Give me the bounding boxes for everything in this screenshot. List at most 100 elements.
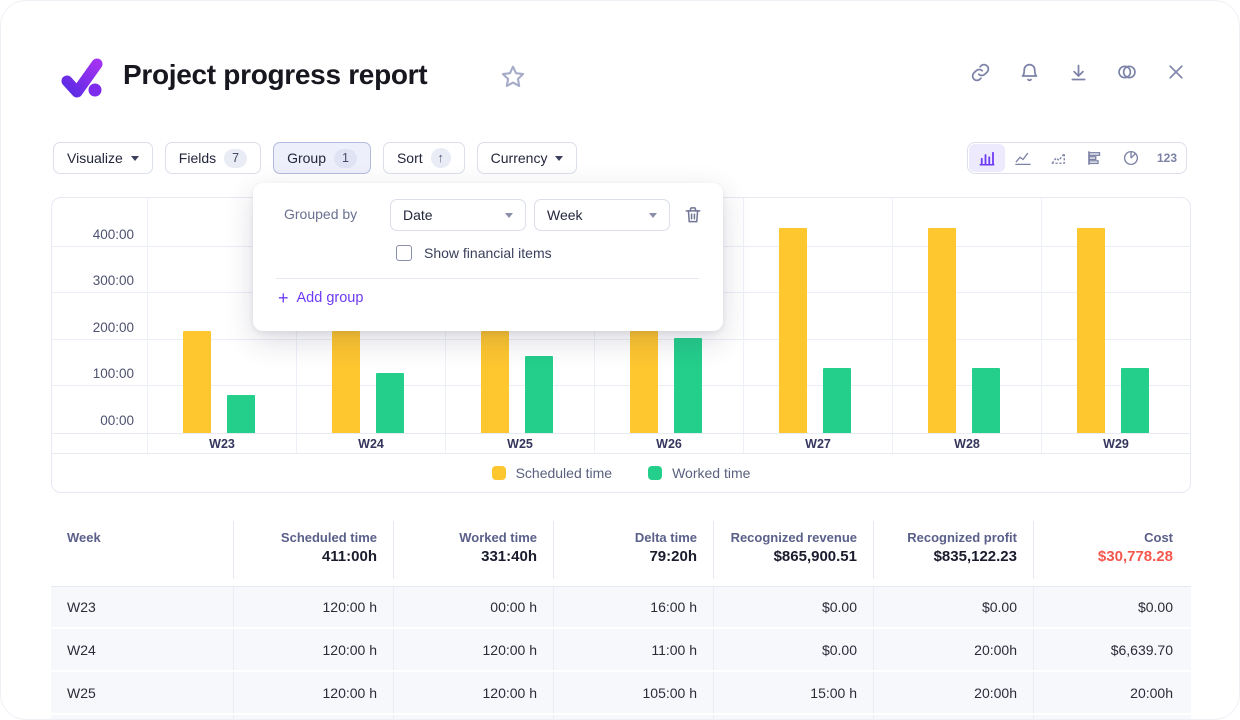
bar-chart-view-icon[interactable] — [969, 144, 1005, 172]
table-cell: W23 — [67, 599, 96, 615]
column-total: 331:40h — [481, 548, 537, 565]
column-header-week[interactable]: Week — [51, 521, 233, 579]
close-icon[interactable] — [1165, 61, 1187, 83]
visualize-label: Visualize — [67, 150, 123, 166]
column-header-delta-time[interactable]: Delta time 79:20h — [553, 521, 713, 579]
notifications-bell-icon[interactable] — [1018, 61, 1040, 83]
y-axis-tick-label: 100:00 — [92, 366, 134, 382]
table-row-W25[interactable]: W25 120:00 h 120:00 h 105:00 h 15:00 h 20:00h… — [51, 672, 1191, 713]
currency-button[interactable]: Currency — [476, 142, 578, 174]
line-chart-view-icon[interactable] — [1005, 144, 1041, 172]
column-header-recognized-revenue[interactable]: Recognized revenue $865,900.51 — [713, 521, 873, 579]
fields-count-badge: 7 — [224, 148, 248, 168]
legend-label: Scheduled time — [515, 465, 613, 481]
group-button[interactable]: Group 1 — [273, 142, 371, 174]
table-cell: W24 — [67, 641, 96, 658]
worked-time-bar-W28 — [971, 367, 1000, 433]
share-link-icon[interactable] — [969, 61, 991, 83]
sort-button[interactable]: Sort ↑ — [382, 142, 465, 174]
column-label: Delta time — [634, 530, 697, 545]
popup-divider — [276, 278, 699, 279]
chart-column-separator — [147, 198, 148, 433]
legend-item[interactable]: Scheduled time — [491, 465, 613, 481]
worked-time-bar-W27 — [822, 367, 851, 433]
group-label: Group — [287, 150, 327, 166]
table-cell — [713, 715, 873, 719]
table-body: W23 120:00 h 00:00 h 16:00 h $0.00 $0.00 $0.00… — [51, 586, 1191, 719]
table-row-W24[interactable]: W24 120:00 h 120:00 h 11:00 h $0.00 20:00h $6,… — [51, 629, 1191, 670]
horizontal-bar-chart-view-icon[interactable] — [1077, 144, 1113, 172]
column-total: $865,900.51 — [773, 548, 857, 565]
table-cell: 120:00 h — [393, 672, 553, 713]
legend-item[interactable]: Worked time — [648, 465, 750, 481]
favorite-star-icon[interactable] — [499, 63, 527, 91]
table-cell: 20:00h — [1033, 672, 1189, 713]
group-interval-select[interactable]: Week — [534, 199, 670, 231]
group-count-badge: 1 — [334, 148, 357, 168]
table-cell: 120:00 h — [233, 629, 393, 670]
table-cell: W25 — [67, 684, 96, 701]
view-switcher: 123 — [967, 142, 1187, 174]
show-financial-items-checkbox[interactable] — [396, 245, 412, 261]
chart-legend: Scheduled time Worked time — [52, 454, 1190, 492]
x-axis-label-W29: W29 — [1041, 434, 1190, 453]
scheduled-time-bar-W28 — [927, 228, 956, 433]
column-label: Scheduled time — [280, 530, 377, 545]
column-header-recognized-profit[interactable]: Recognized profit $835,122.23 — [873, 521, 1033, 579]
y-axis-tick-label: 400:00 — [92, 226, 134, 242]
group-field-select[interactable]: Date — [390, 199, 526, 231]
table-cell: $0.00 — [713, 587, 873, 627]
app-logo-icon — [61, 58, 103, 98]
table-cell: 105:00 h — [553, 672, 713, 713]
fields-button[interactable]: Fields 7 — [164, 142, 262, 174]
table-row-partial[interactable] — [51, 715, 1191, 719]
visualize-button[interactable]: Visualize — [53, 142, 153, 174]
x-axis-label-W24: W24 — [296, 434, 445, 453]
column-label: Week — [67, 530, 101, 545]
download-icon[interactable] — [1067, 61, 1089, 83]
column-total: $30,778.28 — [1097, 548, 1173, 565]
sort-label: Sort — [396, 150, 423, 166]
column-header-worked-time[interactable]: Worked time 331:40h — [393, 521, 553, 579]
add-group-label: Add group — [296, 290, 364, 306]
column-header-scheduled-time[interactable]: Scheduled time 411:00h — [233, 521, 393, 579]
table-cell: 20:00h — [873, 672, 1033, 713]
report-table: Week Scheduled time 411:00h Worked time 331:… — [51, 521, 1191, 719]
legend-swatch — [491, 466, 506, 480]
chevron-down-icon — [555, 156, 564, 161]
column-header-cost[interactable]: Cost $30,778.28 — [1033, 521, 1189, 579]
area-chart-view-icon[interactable] — [1041, 144, 1077, 172]
table-cell: $6,639.70 — [1033, 629, 1189, 670]
report-header: Project progress report — [1, 1, 1239, 121]
chart-column-separator — [1041, 198, 1042, 433]
column-total: 411:00h — [321, 548, 377, 565]
legend-label: Worked time — [672, 465, 751, 481]
scheduled-time-bar-W25 — [480, 330, 509, 433]
fields-label: Fields — [178, 150, 217, 166]
table-row-W23[interactable]: W23 120:00 h 00:00 h 16:00 h $0.00 $0.00 $0.00 — [51, 586, 1191, 627]
report-toolbar: Visualize Fields 7 Group 1 Sort ↑ Curren… — [53, 142, 1187, 174]
table-cell: 16:00 h — [553, 587, 713, 627]
y-axis-tick-label: 200:00 — [92, 319, 134, 335]
pie-chart-view-icon[interactable] — [1113, 144, 1149, 172]
x-axis-label-W28: W28 — [892, 434, 1041, 453]
plus-icon: + — [278, 288, 289, 308]
x-axis-label-W25: W25 — [445, 434, 594, 453]
scheduled-time-bar-W26 — [629, 330, 658, 433]
table-cell — [553, 715, 713, 719]
worked-time-bar-W29 — [1120, 367, 1149, 433]
numbers-view-icon[interactable]: 123 — [1149, 144, 1185, 172]
chart-column-separator — [892, 198, 893, 433]
legend-swatch — [648, 466, 663, 480]
delete-group-icon[interactable] — [683, 205, 703, 225]
compare-circles-icon[interactable] — [1116, 61, 1138, 83]
worked-time-bar-W23 — [226, 394, 255, 433]
financial-items-row: Show financial items — [396, 245, 552, 261]
add-group-button[interactable]: + Add group — [278, 289, 363, 307]
scheduled-time-bar-W24 — [331, 330, 360, 433]
table-cell: 120:00 h — [393, 629, 553, 670]
grouped-by-label: Grouped by — [284, 206, 358, 222]
page-title: Project progress report — [123, 59, 428, 90]
sort-direction-icon: ↑ — [430, 148, 451, 168]
